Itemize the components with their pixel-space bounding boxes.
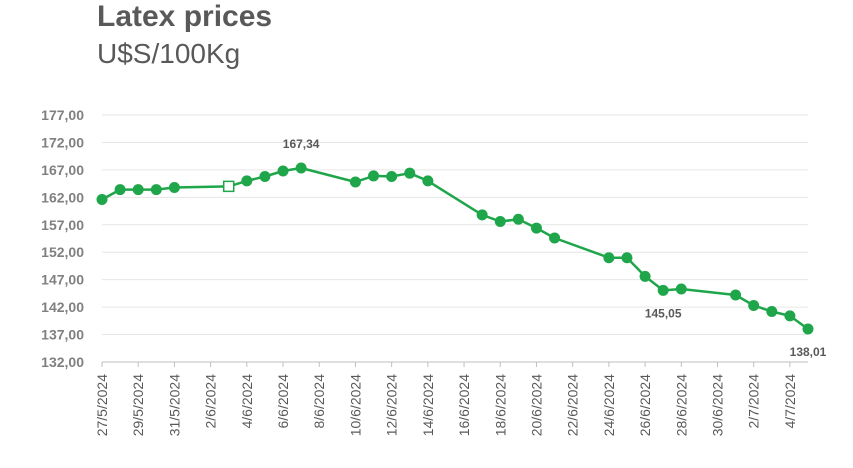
- x-tick-label: 16/6/2024: [456, 374, 472, 436]
- data-point: [386, 170, 398, 182]
- y-tick-label: 157,00: [41, 217, 84, 233]
- data-point: [730, 289, 742, 301]
- x-tick-label: 20/6/2024: [528, 374, 544, 436]
- data-point: [766, 306, 778, 318]
- data-point: [349, 176, 361, 188]
- y-axis-ticks: 132,00 137,00 142,00 147,00 152,00 157,00 162,…: [41, 107, 84, 370]
- y-tick-label: 162,00: [41, 189, 84, 205]
- data-point: [404, 167, 416, 179]
- y-tick-label: 172,00: [41, 134, 84, 150]
- x-axis-ticks: 27/5/2024 29/5/2024 31/5/2024 2/6/2024 4/6/2…: [94, 374, 798, 437]
- data-point: [96, 194, 108, 206]
- y-tick-label: 177,00: [41, 107, 84, 123]
- data-point: [512, 213, 524, 225]
- y-tick-label: 132,00: [41, 354, 84, 370]
- gridlines: [102, 114, 808, 336]
- data-point: [549, 232, 561, 244]
- data-point: [530, 222, 542, 234]
- data-point: [168, 181, 180, 193]
- x-tick-label: 14/6/2024: [420, 374, 436, 436]
- x-tick-label: 29/5/2024: [130, 374, 146, 436]
- y-tick-label: 167,00: [41, 162, 84, 178]
- data-point: [259, 170, 271, 182]
- x-tick-label: 8/6/2024: [311, 374, 327, 429]
- y-tick-label: 137,00: [41, 327, 84, 343]
- data-point: [422, 175, 434, 187]
- x-tick-label: 24/6/2024: [601, 374, 617, 436]
- data-label: 138,01: [790, 345, 827, 359]
- y-tick-label: 142,00: [41, 299, 84, 315]
- data-point: [295, 162, 307, 174]
- chart-subtitle: U$S/100Kg: [97, 38, 241, 69]
- data-point: [603, 252, 615, 264]
- x-tick-label: 27/5/2024: [94, 374, 110, 436]
- x-tick-label: 2/7/2024: [746, 374, 762, 429]
- data-point: [494, 215, 506, 227]
- x-tick-label: 22/6/2024: [565, 374, 581, 436]
- x-axis: [101, 361, 808, 367]
- y-tick-label: 152,00: [41, 244, 84, 260]
- x-tick-label: 28/6/2024: [673, 374, 689, 436]
- data-point: [802, 323, 814, 335]
- x-tick-label: 26/6/2024: [637, 374, 653, 436]
- data-point: [784, 310, 796, 322]
- data-label: 145,05: [645, 306, 682, 320]
- x-tick-label: 18/6/2024: [492, 374, 508, 436]
- data-point: [241, 175, 253, 187]
- series-line-path: [101, 166, 809, 331]
- series-line: [101, 166, 809, 331]
- data-point: [368, 170, 380, 182]
- data-point: [657, 284, 669, 296]
- data-points: [96, 162, 814, 335]
- data-point-hollow: [222, 180, 235, 193]
- x-tick-label: 30/6/2024: [709, 374, 725, 436]
- x-tick-label: 10/6/2024: [347, 374, 363, 436]
- data-point: [748, 299, 760, 311]
- data-point: [675, 283, 687, 295]
- data-point: [639, 270, 651, 282]
- data-labels: 167,34 145,05 138,01: [283, 137, 827, 359]
- x-tick-label: 4/7/2024: [782, 374, 798, 429]
- x-tick-label: 4/6/2024: [239, 374, 255, 429]
- x-tick-label: 2/6/2024: [203, 374, 219, 429]
- data-point: [621, 252, 633, 264]
- y-tick-label: 147,00: [41, 272, 84, 288]
- x-tick-label: 12/6/2024: [384, 374, 400, 436]
- data-label: 167,34: [283, 137, 320, 151]
- data-point: [150, 184, 162, 196]
- x-tick-label: 31/5/2024: [166, 374, 182, 436]
- data-point: [132, 184, 144, 196]
- data-point: [114, 184, 126, 196]
- data-point: [277, 165, 289, 177]
- data-point: [476, 209, 488, 221]
- x-tick-label: 6/6/2024: [275, 374, 291, 429]
- chart-title: Latex prices: [97, 0, 273, 33]
